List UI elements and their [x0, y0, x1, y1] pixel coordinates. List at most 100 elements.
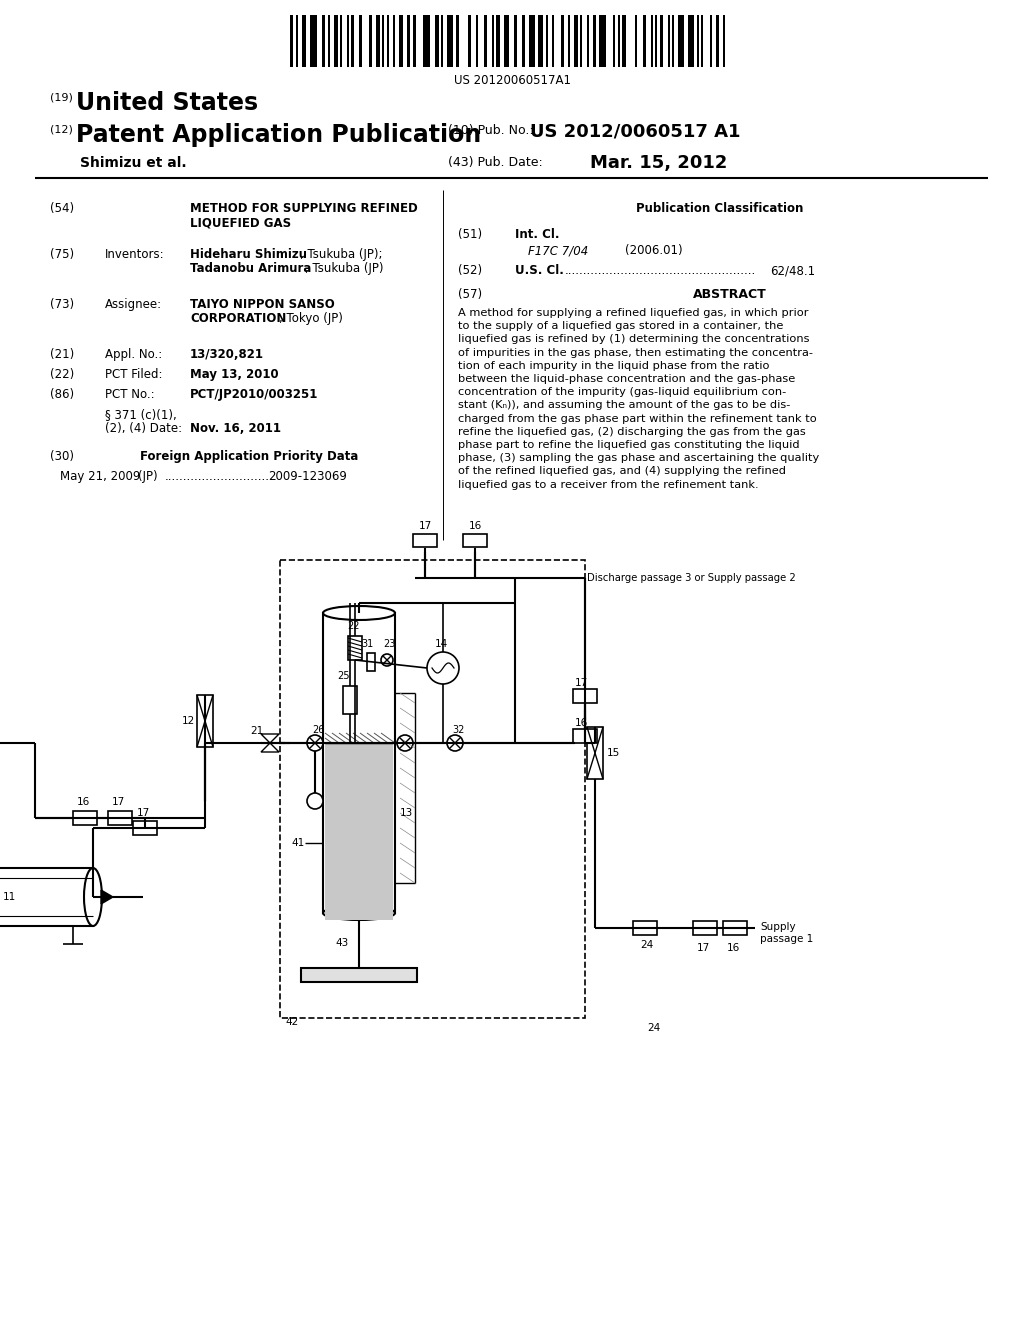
Bar [484, 15, 487, 67]
Text: 26: 26 [312, 725, 325, 735]
Text: of impurities in the gas phase, then estimating the concentra-: of impurities in the gas phase, then est… [458, 347, 813, 358]
Bar [643, 15, 646, 67]
Bar [197, 696, 213, 747]
Text: refine the liquefied gas, (2) discharging the gas from the gas: refine the liquefied gas, (2) dischargin… [458, 426, 806, 437]
Text: to the supply of a liquefied gas stored in a container, the: to the supply of a liquefied gas stored … [458, 321, 783, 331]
Bar [514, 15, 517, 67]
Text: (73): (73) [50, 298, 74, 312]
Text: phase part to refine the liquefied gas constituting the liquid: phase part to refine the liquefied gas c… [458, 440, 800, 450]
Text: 15: 15 [607, 748, 621, 758]
Bar [369, 15, 372, 67]
Text: (86): (86) [50, 388, 74, 401]
Bar [441, 15, 443, 67]
Bar [574, 15, 578, 67]
Text: 16: 16 [469, 521, 482, 531]
Text: Patent Application Publication: Patent Application Publication [76, 123, 481, 147]
Bar [723, 921, 746, 935]
Circle shape [447, 735, 463, 751]
Text: 17: 17 [697, 942, 711, 953]
Text: 17: 17 [137, 808, 151, 818]
Text: 16: 16 [575, 718, 588, 729]
Text: concentration of the impurity (gas-liquid equilibrium con-: concentration of the impurity (gas-liqui… [458, 387, 786, 397]
Text: Int. Cl.: Int. Cl. [515, 228, 559, 242]
Bar [587, 727, 603, 779]
Text: US 20120060517A1: US 20120060517A1 [454, 74, 570, 87]
Text: 25: 25 [337, 671, 349, 681]
Bar [301, 968, 417, 982]
Bar [655, 15, 657, 67]
Circle shape [307, 735, 323, 751]
Bar [521, 15, 525, 67]
Bar [323, 15, 326, 67]
Text: (57): (57) [458, 288, 482, 301]
Text: 24: 24 [647, 1023, 660, 1034]
Text: PCT/JP2010/003251: PCT/JP2010/003251 [190, 388, 318, 401]
Text: May 21, 2009: May 21, 2009 [60, 470, 140, 483]
Text: (JP): (JP) [138, 470, 158, 483]
Bar [358, 15, 362, 67]
Text: 2009-123069: 2009-123069 [268, 470, 347, 483]
Bar [688, 15, 693, 67]
Bar [659, 15, 664, 67]
Bar [492, 15, 494, 67]
Bar [529, 15, 535, 67]
Bar [560, 15, 564, 67]
Text: (22): (22) [50, 368, 75, 381]
Text: stant (Kₙ)), and assuming the amount of the gas to be dis-: stant (Kₙ)), and assuming the amount of … [458, 400, 791, 411]
Text: , Tokyo (JP): , Tokyo (JP) [279, 312, 343, 325]
Bar [290, 15, 293, 67]
Text: 16: 16 [727, 942, 740, 953]
Text: U.S. Cl.: U.S. Cl. [515, 264, 564, 277]
Bar [497, 15, 500, 67]
Text: PCT Filed:: PCT Filed: [105, 368, 163, 381]
Bar [617, 15, 620, 67]
Text: 62/48.1: 62/48.1 [770, 264, 815, 277]
Text: PCT No.:: PCT No.: [105, 388, 155, 401]
Bar [387, 15, 389, 67]
Text: (54): (54) [50, 202, 74, 215]
Text: METHOD FOR SUPPLYING REFINED: METHOD FOR SUPPLYING REFINED [190, 202, 418, 215]
Text: Mar. 15, 2012: Mar. 15, 2012 [590, 154, 727, 172]
Text: (30): (30) [50, 450, 74, 463]
Bar [635, 15, 637, 67]
Text: (75): (75) [50, 248, 74, 261]
Text: 24: 24 [640, 940, 653, 950]
Text: , Tsukuba (JP): , Tsukuba (JP) [305, 261, 384, 275]
Bar [325, 743, 393, 920]
Bar [280, 560, 585, 1018]
Bar [447, 15, 453, 67]
Text: 43: 43 [335, 939, 348, 948]
Ellipse shape [323, 906, 395, 920]
Text: liquefied gas is refined by (1) determining the concentrations: liquefied gas is refined by (1) determin… [458, 334, 810, 345]
Text: ABSTRACT: ABSTRACT [693, 288, 767, 301]
Bar [633, 921, 657, 935]
Text: 12: 12 [182, 715, 196, 726]
Text: § 371 (c)(1),: § 371 (c)(1), [105, 408, 177, 421]
Text: CORPORATION: CORPORATION [190, 312, 287, 325]
Bar [413, 535, 437, 546]
Bar [552, 15, 554, 67]
Text: Shimizu et al.: Shimizu et al. [80, 156, 186, 170]
Bar [546, 15, 548, 67]
Text: May 13, 2010: May 13, 2010 [190, 368, 279, 381]
Bar [593, 15, 596, 67]
Text: phase, (3) sampling the gas phase and ascertaining the quality: phase, (3) sampling the gas phase and as… [458, 453, 819, 463]
Text: US 2012/0060517 A1: US 2012/0060517 A1 [530, 123, 740, 141]
Bar [346, 15, 348, 67]
Bar [423, 15, 430, 67]
Text: 14: 14 [435, 639, 449, 649]
Text: 32: 32 [452, 725, 464, 735]
Bar [456, 15, 459, 67]
Text: charged from the gas phase part within the refinement tank to: charged from the gas phase part within t… [458, 413, 817, 424]
Text: Discharge passage 3 or Supply passage 2: Discharge passage 3 or Supply passage 2 [587, 573, 796, 583]
Ellipse shape [84, 869, 102, 927]
Text: 13: 13 [400, 808, 414, 818]
Bar [329, 15, 330, 67]
Text: Appl. No.:: Appl. No.: [105, 348, 162, 360]
Text: A method for supplying a refined liquefied gas, in which prior: A method for supplying a refined liquefi… [458, 308, 809, 318]
Bar [73, 810, 97, 825]
Bar [672, 15, 674, 67]
Circle shape [397, 735, 413, 751]
Bar [623, 15, 626, 67]
Circle shape [381, 653, 393, 667]
